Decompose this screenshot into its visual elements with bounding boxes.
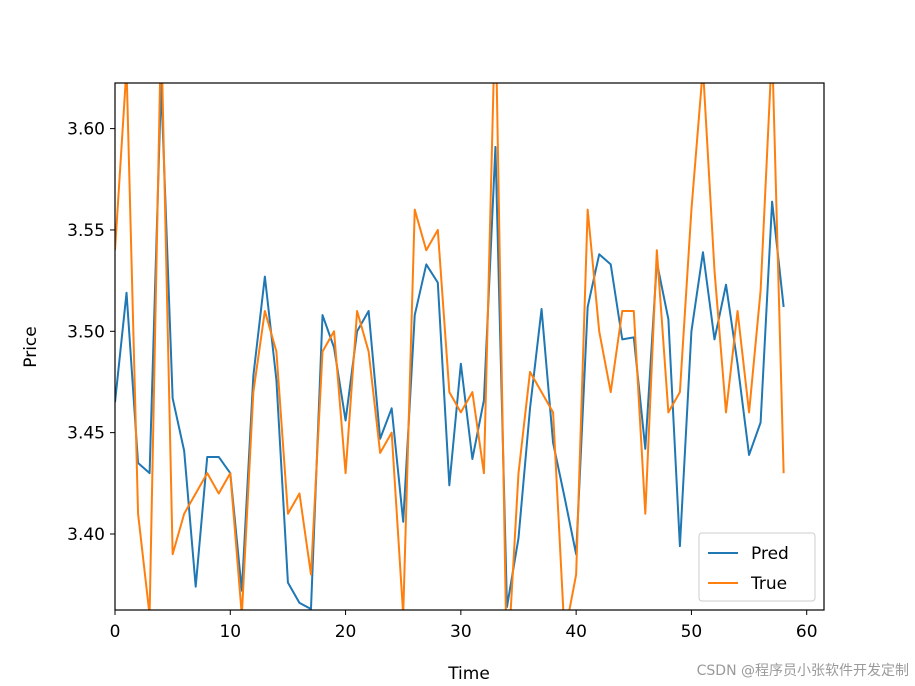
x-tick-label: 10 [219,622,241,642]
plot-frame [114,82,825,611]
y-tick-label: 3.45 [67,424,105,444]
series-layer [115,83,785,610]
y-axis-label: Price [21,326,41,367]
y-tick-label: 3.40 [67,525,105,545]
x-tick-label: 50 [681,622,703,642]
series-line-pred [115,83,785,610]
y-tick-label: 3.50 [67,322,105,342]
x-tick-label: 30 [450,622,472,642]
x-tick-label: 20 [335,622,357,642]
series-line-true [115,83,785,610]
x-tick-label: 0 [110,622,121,642]
y-tick-label: 3.55 [67,221,105,241]
y-axis-ticks: 3.40 3.45 3.50 3.55 3.60 [67,120,115,545]
legend: Pred True [698,532,816,602]
x-tick-label: 60 [796,622,818,642]
legend-label-true: True [750,574,787,594]
x-tick-label: 40 [565,622,587,642]
plot-area [115,83,824,610]
legend-label-pred: Pred [751,544,789,564]
x-axis-label: Time [447,664,490,684]
watermark-text: CSDN @程序员小张软件开发定制 [696,663,909,679]
y-tick-label: 3.60 [67,120,105,140]
x-axis-ticks: 0 10 20 30 40 50 60 [110,610,818,642]
